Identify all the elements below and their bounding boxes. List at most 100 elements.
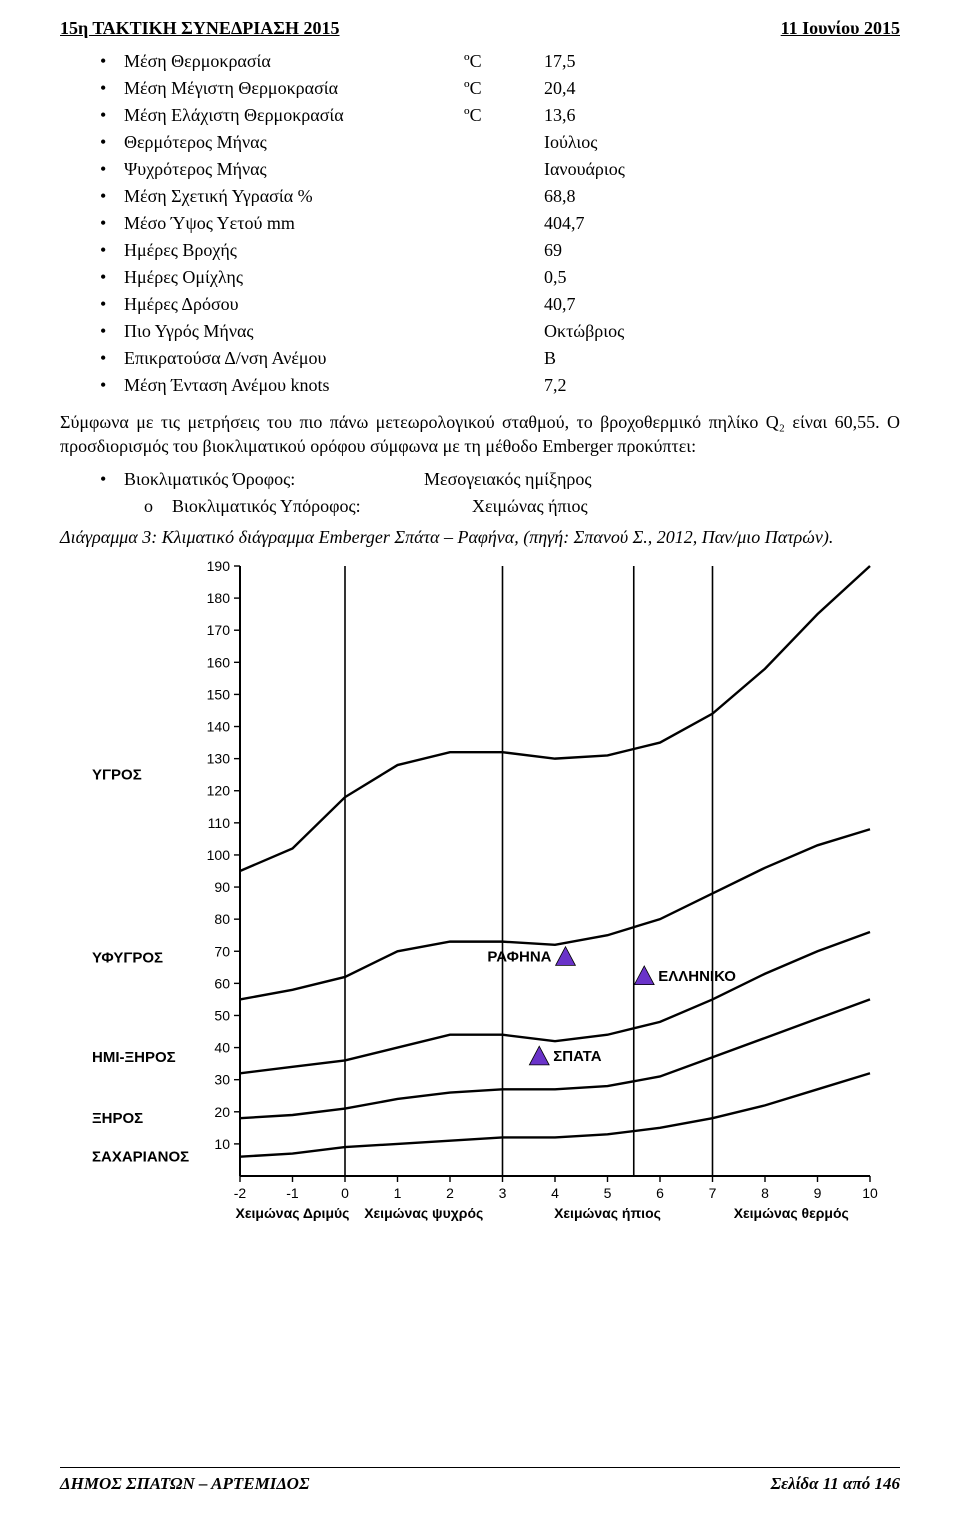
svg-text:150: 150 [207,686,231,702]
svg-text:130: 130 [207,750,231,766]
svg-text:ΗΜΙ-ΞΗΡΟΣ: ΗΜΙ-ΞΗΡΟΣ [92,1049,176,1066]
svg-text:2: 2 [446,1185,454,1201]
svg-text:170: 170 [207,622,231,638]
page-header: 15η ΤΑΚΤΙΚΗ ΣΥΝΕΔΡΙΑΣΗ 2015 11 Ιουνίου 2… [60,18,900,39]
diagram-caption: Διάγραμμα 3: Κλιματικό διάγραμμα Emberge… [60,527,900,548]
page-footer: ΔΗΜΟΣ ΣΠΑΤΩΝ – ΑΡΤΕΜΙΔΟΣ Σελίδα 11 από 1… [60,1467,900,1494]
svg-text:10: 10 [214,1135,230,1151]
bio-floor-value: Μεσογειακός ημίξηρος [424,469,592,490]
svg-text:ΣΑΧΑΡΙΑΝΟΣ: ΣΑΧΑΡΙΑΝΟΣ [92,1148,189,1165]
svg-text:160: 160 [207,654,231,670]
climate-label: Μέση Ελάχιστη Θερμοκρασία [124,105,464,126]
svg-text:5: 5 [604,1185,612,1201]
bioclimatic-list: • Βιοκλιματικός Όροφος: Μεσογειακός ημίξ… [100,469,900,517]
climate-row: •Ημέρες Ομίχλης 0,5 [100,267,900,288]
bio-floor-label: Βιοκλιματικός Όροφος: [124,469,424,490]
bullet-icon: • [100,132,124,153]
svg-text:30: 30 [214,1071,230,1087]
climate-value: 7,2 [544,375,567,396]
bullet-icon: • [100,348,124,369]
svg-text:0: 0 [341,1185,349,1201]
climate-value: 69 [544,240,562,261]
header-left: 15η ΤΑΚΤΙΚΗ ΣΥΝΕΔΡΙΑΣΗ 2015 [60,18,340,39]
bullet-icon: • [100,186,124,207]
svg-text:8: 8 [761,1185,769,1201]
climate-row: •Μέσο Ύψος Υετού mm 404,7 [100,213,900,234]
svg-text:140: 140 [207,718,231,734]
svg-text:-2: -2 [234,1185,247,1201]
svg-text:190: 190 [207,558,231,574]
svg-text:120: 120 [207,782,231,798]
climate-value: 0,5 [544,267,567,288]
climate-row: •Ημέρες Δρόσου40,7 [100,294,900,315]
svg-text:Χειμώνας Δριμύς: Χειμώνας Δριμύς [236,1205,350,1221]
climate-unit: ºC [464,105,544,126]
climate-row: •Θερμότερος ΜήναςΙούλιος [100,132,900,153]
svg-text:80: 80 [214,911,230,927]
climate-label: Μέσο Ύψος Υετού mm [124,213,464,234]
climate-label: Μέση Ένταση Ανέμου knots [124,375,464,396]
svg-text:-1: -1 [286,1185,299,1201]
climate-label: Επικρατούσα Δ/νση Ανέμου [124,348,464,369]
svg-text:90: 90 [214,879,230,895]
climate-label: Μέση Θερμοκρασία [124,51,464,72]
climate-row: •Επικρατούσα Δ/νση ΑνέμουΒ [100,348,900,369]
bullet-icon: • [100,159,124,180]
climate-value: Ιανουάριος [544,159,625,180]
climate-label: Ημέρες Ομίχλης [124,267,464,288]
climate-label: Ημέρες Βροχής [124,240,464,261]
svg-text:ΥΦΥΓΡΟΣ: ΥΦΥΓΡΟΣ [92,949,163,966]
bioclimatic-floor: • Βιοκλιματικός Όροφος: Μεσογειακός ημίξ… [100,469,900,490]
svg-text:60: 60 [214,975,230,991]
svg-text:7: 7 [709,1185,717,1201]
climate-label: Ψυχρότερος Μήνας [124,159,464,180]
svg-text:110: 110 [208,814,231,830]
bioclimatic-subfloor: o Βιοκλιματικός Υπόροφος: Χειμώνας ήπιος [144,496,900,517]
climate-value: 40,7 [544,294,576,315]
bullet-icon: • [100,213,124,234]
page: 15η ΤΑΚΤΙΚΗ ΣΥΝΕΔΡΙΑΣΗ 2015 11 Ιουνίου 2… [0,0,960,1518]
climate-value: Ιούλιος [544,132,597,153]
climate-unit: ºC [464,78,544,99]
bio-sub-label: Βιοκλιματικός Υπόροφος: [172,496,472,517]
svg-text:3: 3 [499,1185,507,1201]
climate-value: 20,4 [544,78,576,99]
svg-text:Χειμώνας ήπιος: Χειμώνας ήπιος [554,1205,661,1221]
bullet-icon: • [100,294,124,315]
svg-text:ΡΑΦΗΝΑ: ΡΑΦΗΝΑ [487,948,551,965]
climate-value: 17,5 [544,51,576,72]
paragraph-1: Σύμφωνα με τις μετρήσεις του πιο πάνω με… [60,410,900,459]
diagram-svg: 1020304050607080901001101201301401501601… [70,556,890,1236]
svg-text:ΞΗΡΟΣ: ΞΗΡΟΣ [92,1110,143,1127]
climate-row: •Μέση ΘερμοκρασίαºC17,5 [100,51,900,72]
svg-text:ΣΠΑΤΑ: ΣΠΑΤΑ [553,1048,601,1065]
svg-text:6: 6 [656,1185,664,1201]
footer-left: ΔΗΜΟΣ ΣΠΑΤΩΝ – ΑΡΤΕΜΙΔΟΣ [60,1474,309,1494]
bullet-icon: • [100,469,124,490]
climate-value: 404,7 [544,213,585,234]
bullet-icon: • [100,240,124,261]
bio-sub-value: Χειμώνας ήπιος [472,496,588,517]
svg-text:20: 20 [214,1103,230,1119]
bullet-icon: • [100,267,124,288]
climate-row: •Μέση Ένταση Ανέμου knots 7,2 [100,375,900,396]
header-right: 11 Ιουνίου 2015 [781,18,900,39]
svg-text:Χειμώνας ψυχρός: Χειμώνας ψυχρός [364,1205,483,1221]
sub-bullet-icon: o [144,496,172,517]
bullet-icon: • [100,78,124,99]
svg-text:1: 1 [394,1185,402,1201]
bullet-icon: • [100,321,124,342]
climate-label: Μέση Μέγιστη Θερμοκρασία [124,78,464,99]
climate-value: 13,6 [544,105,576,126]
svg-text:Χειμώνας θερμός: Χειμώνας θερμός [734,1205,849,1221]
bullet-icon: • [100,375,124,396]
climate-row: •Μέση Σχετική Υγρασία % 68,8 [100,186,900,207]
climate-list: •Μέση ΘερμοκρασίαºC17,5•Μέση Μέγιστη Θερ… [100,51,900,396]
climate-value: Οκτώβριος [544,321,624,342]
svg-text:180: 180 [207,590,231,606]
climate-value: 68,8 [544,186,576,207]
footer-right: Σελίδα 11 από 146 [771,1474,900,1494]
climate-label: Μέση Σχετική Υγρασία % [124,186,464,207]
climate-row: •Ημέρες Βροχής 69 [100,240,900,261]
svg-text:10: 10 [862,1185,878,1201]
